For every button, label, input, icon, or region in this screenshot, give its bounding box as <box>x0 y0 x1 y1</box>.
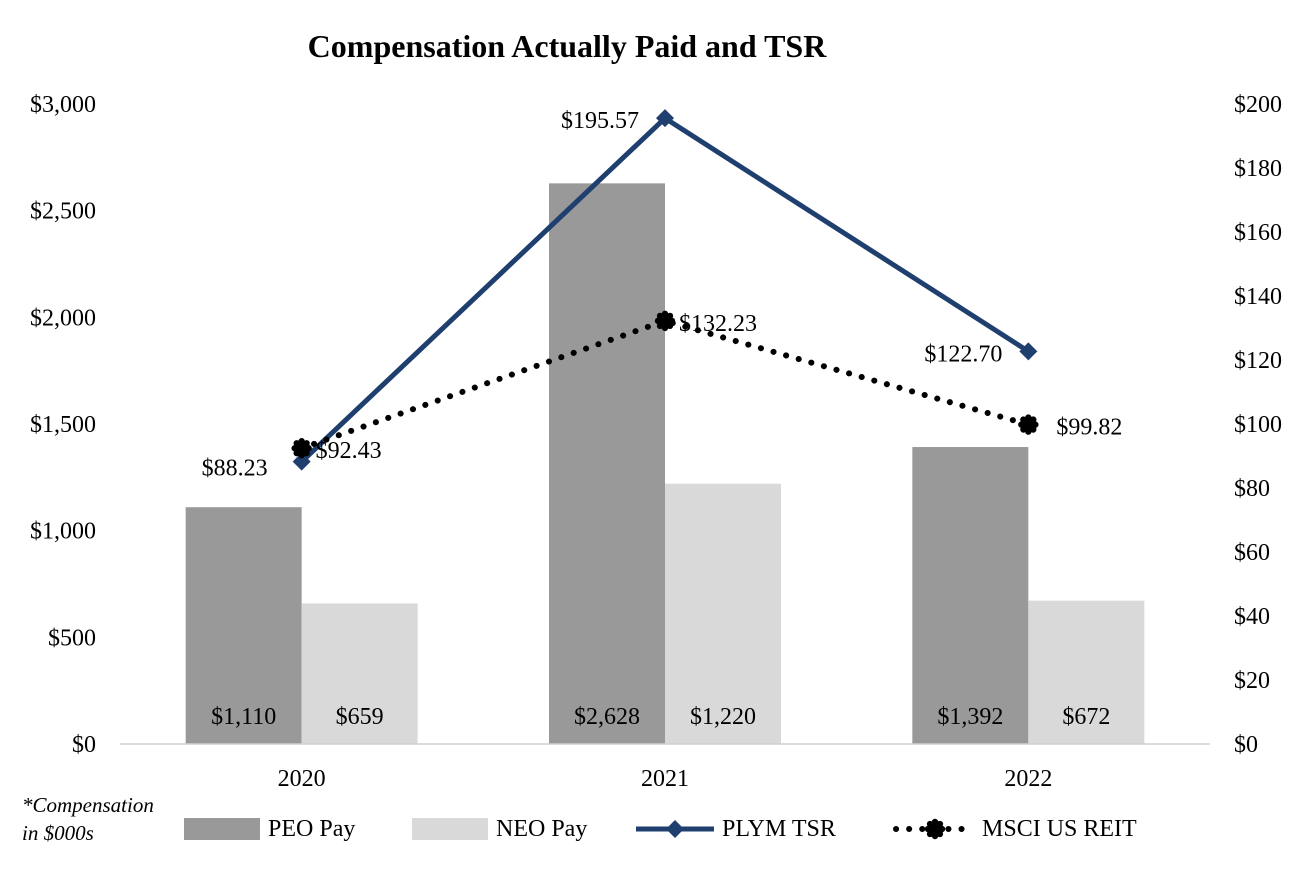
point-msci-us-reit-2021 <box>654 310 676 332</box>
right-axis-tick-label: $0 <box>1234 732 1258 758</box>
legend-marker-plym-tsr <box>666 820 684 838</box>
right-axis-tick-label: $60 <box>1234 540 1270 566</box>
right-axis-tick-label: $100 <box>1234 412 1282 438</box>
point-plym-tsr-2021 <box>656 109 674 128</box>
legend-swatch-peo-pay <box>184 818 260 840</box>
right-axis-tick-label: $200 <box>1234 92 1282 118</box>
marker-center <box>658 313 672 328</box>
bar-neo-pay-2021 <box>665 483 781 744</box>
bar-peo-pay-2022 <box>912 447 1029 744</box>
left-axis-tick-label: $3,000 <box>30 92 96 118</box>
footnote-line-2: in $000s <box>22 821 94 845</box>
left-axis-tick-label: $2,000 <box>30 305 96 331</box>
bar-value-label: $1,392 <box>937 704 1003 730</box>
line-value-label: $92.43 <box>316 438 382 464</box>
line-layer: $88.23 $195.57 $122.70 $92.43 $132.23 $99.82 <box>202 108 1123 481</box>
x-axis-tick-label: 2020 <box>278 766 326 792</box>
right-axis-tick-label: $120 <box>1234 348 1282 374</box>
bar-value-label: $2,628 <box>574 704 640 730</box>
legend-label-peo-pay: PEO Pay <box>268 816 355 842</box>
marker-center <box>294 441 309 456</box>
right-axis-tick-label: $80 <box>1234 476 1270 502</box>
left-axis-tick-label: $1,500 <box>30 412 96 438</box>
right-axis-tick-label: $160 <box>1234 220 1282 246</box>
left-axis-tick-label: $0 <box>72 732 96 758</box>
left-axis-tick-label: $1,000 <box>30 519 96 545</box>
point-plym-tsr-2020 <box>292 452 311 471</box>
left-axis-tick-label: $2,500 <box>30 199 96 225</box>
bar-neo-pay-2022 <box>1028 600 1145 744</box>
bar-value-label: $659 <box>336 704 384 730</box>
point-msci-us-reit-2022 <box>1018 414 1039 435</box>
line-value-label: $132.23 <box>679 311 757 337</box>
legend-swatch-neo-pay <box>412 818 488 840</box>
marker-center <box>928 822 942 836</box>
bar-value-label: $1,220 <box>690 704 756 730</box>
right-axis-tick-label: $180 <box>1234 156 1282 182</box>
right-axis-tick-label: $40 <box>1234 604 1270 630</box>
legend: PEO Pay NEO Pay PLYM TSR MSCI US REIT <box>184 816 1137 842</box>
bar-peo-pay-2020 <box>185 507 302 744</box>
legend-marker-msci-us-reit <box>924 818 946 840</box>
x-axis: 2020 2021 2022 <box>278 766 1053 792</box>
legend-label-msci-us-reit: MSCI US REIT <box>982 816 1137 842</box>
line-value-label: $99.82 <box>1056 415 1122 441</box>
x-axis-tick-label: 2021 <box>641 766 689 792</box>
x-axis-tick-label: 2022 <box>1004 766 1052 792</box>
right-axis: $0 $20 $40 $60 $80 $100 $120 $140 $160 $180 $200 <box>1234 92 1282 758</box>
legend-label-plym-tsr: PLYM TSR <box>722 816 836 842</box>
left-axis: $0 $500 $1,000 $1,500 $2,000 $2,500 $3,000 <box>30 92 96 758</box>
bar-neo-pay-2020 <box>301 603 418 744</box>
line-msci-us-reit <box>298 317 1032 452</box>
left-axis-tick-label: $500 <box>48 625 96 651</box>
bar-value-label: $672 <box>1062 704 1110 730</box>
bar-value-label: $1,110 <box>211 704 276 730</box>
line-value-label: $195.57 <box>561 108 639 134</box>
right-axis-tick-label: $20 <box>1234 668 1270 694</box>
bar-peo-pay-2021 <box>549 183 665 745</box>
legend-label-neo-pay: NEO Pay <box>496 816 587 842</box>
marker-center <box>1021 417 1036 432</box>
bar-layer: $1,110 $659 $2,628 $1,220 $1,392 $672 <box>185 183 1145 745</box>
right-axis-tick-label: $140 <box>1234 284 1282 310</box>
line-value-label: $88.23 <box>202 456 268 482</box>
point-msci-us-reit-2020 <box>291 438 312 459</box>
footnote-line-1: *Compensation <box>22 793 154 817</box>
point-plym-tsr-2022 <box>1019 342 1038 361</box>
chart-title: Compensation Actually Paid and TSR <box>308 28 828 64</box>
line-value-label: $122.70 <box>924 341 1002 367</box>
